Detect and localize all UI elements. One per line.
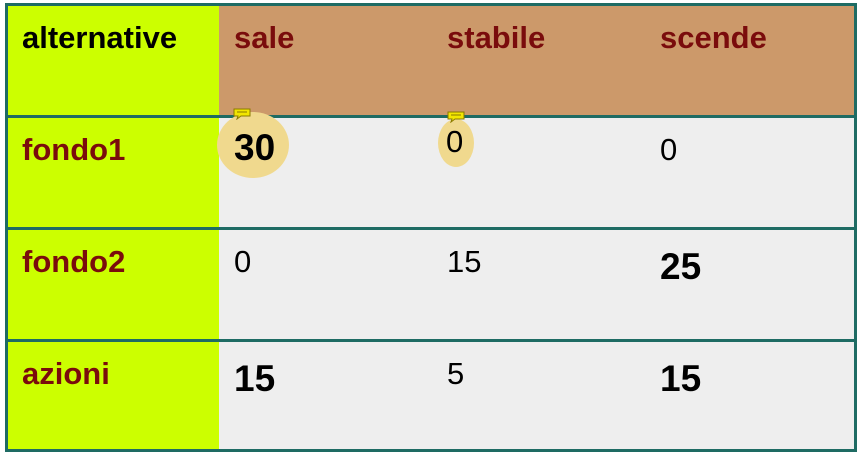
row-label-azioni: azioni (8, 342, 219, 449)
highlighted-value: 0 (446, 124, 464, 159)
cell-value[interactable]: 15 (447, 244, 482, 279)
header-scende: scende (660, 20, 767, 55)
cell-highlight (438, 119, 474, 167)
cell-value[interactable]: 25 (660, 246, 702, 287)
table-row: fondo1 30 0 0 (8, 118, 854, 227)
cell-value[interactable]: 15 (234, 358, 276, 399)
cell-value[interactable]: 0 (660, 132, 678, 167)
row-label-fondo2: fondo2 (8, 230, 219, 339)
row-body: 30 0 0 (219, 118, 854, 227)
header-label-cell: alternative (8, 6, 219, 115)
row-body: 15 5 15 (219, 342, 854, 449)
comment-note-icon[interactable] (447, 111, 465, 123)
comment-note-icon[interactable] (233, 108, 251, 120)
cell-value[interactable]: 5 (447, 356, 465, 391)
header-body: sale stabile scende (219, 6, 854, 115)
decision-table: alternative sale stabile scende fondo1 3… (5, 3, 857, 452)
cell-value[interactable]: 0 (234, 244, 252, 279)
row-body: 0 15 25 (219, 230, 854, 339)
row-label-fondo1: fondo1 (8, 118, 219, 227)
header-stabile: stabile (447, 20, 546, 55)
table-row: fondo2 0 15 25 (8, 230, 854, 339)
cell-value[interactable]: 15 (660, 358, 702, 399)
table-row: azioni 15 5 15 (8, 342, 854, 449)
table-header-row: alternative sale stabile scende (8, 6, 854, 115)
highlighted-value: 30 (234, 127, 276, 168)
header-sale: sale (234, 20, 295, 55)
cell-highlight (217, 112, 289, 178)
